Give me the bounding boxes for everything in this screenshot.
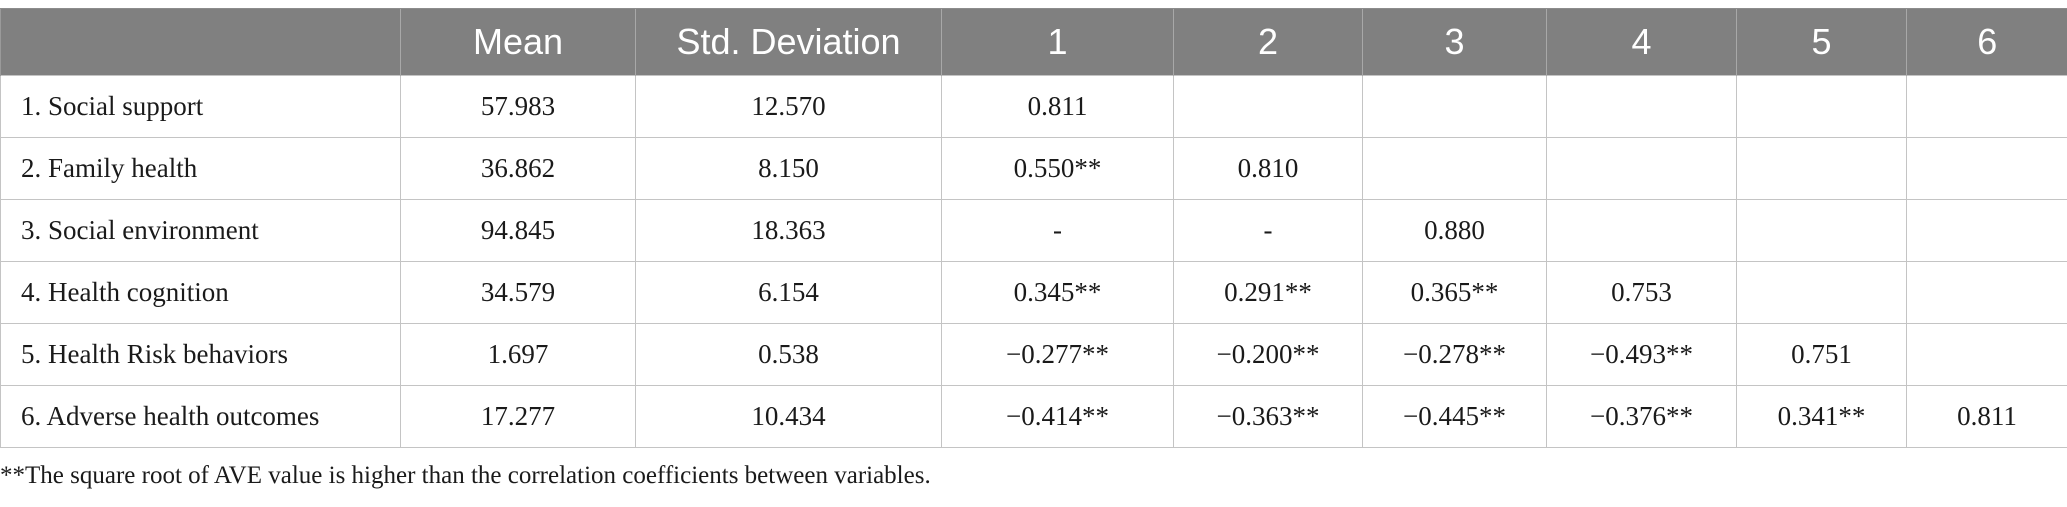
table-cell: 0.291** (1173, 261, 1363, 324)
table-cell (1906, 323, 2067, 386)
table-row: 5. Health Risk behaviors 1.697 0.538 −0.… (0, 323, 2067, 386)
row-label: 5. Health Risk behaviors (0, 323, 401, 386)
table-cell (1906, 261, 2067, 324)
table-cell (1736, 75, 1907, 138)
table-cell: 8.150 (635, 137, 942, 200)
table-row: 3. Social environment 94.845 18.363 - - … (0, 199, 2067, 262)
table-row: 6. Adverse health outcomes 17.277 10.434… (0, 385, 2067, 448)
table-cell (1362, 75, 1547, 138)
table-row: 2. Family health 36.862 8.150 0.550** 0.… (0, 137, 2067, 200)
table-cell: −0.493** (1546, 323, 1737, 386)
table-cell: −0.363** (1173, 385, 1363, 448)
header-cell-1: 1 (941, 8, 1174, 76)
table-cell (1546, 75, 1737, 138)
table-cell: −0.414** (941, 385, 1174, 448)
table-cell: −0.277** (941, 323, 1174, 386)
table-cell (1906, 75, 2067, 138)
table-cell: - (1173, 199, 1363, 262)
table-footnote: **The square root of AVE value is higher… (0, 462, 931, 489)
table-row: 1. Social support 57.983 12.570 0.811 (0, 75, 2067, 138)
table-cell (1362, 137, 1547, 200)
table-cell: 0.345** (941, 261, 1174, 324)
header-cell-5: 5 (1736, 8, 1907, 76)
header-cell-mean: Mean (400, 8, 636, 76)
table-cell (1906, 199, 2067, 262)
header-cell-blank (0, 8, 401, 76)
table-cell: 0.550** (941, 137, 1174, 200)
table-cell: 0.811 (1906, 385, 2067, 448)
table-row: 4. Health cognition 34.579 6.154 0.345**… (0, 261, 2067, 324)
table-cell: 18.363 (635, 199, 942, 262)
table-cell: −0.278** (1362, 323, 1547, 386)
header-cell-4: 4 (1546, 8, 1737, 76)
table-cell (1546, 137, 1737, 200)
table-cell: 94.845 (400, 199, 636, 262)
header-cell-3: 3 (1362, 8, 1547, 76)
header-cell-std-deviation: Std. Deviation (635, 8, 942, 76)
table-cell: 34.579 (400, 261, 636, 324)
row-label: 3. Social environment (0, 199, 401, 262)
table-cell (1736, 261, 1907, 324)
table-cell (1173, 75, 1363, 138)
row-label: 2. Family health (0, 137, 401, 200)
table-cell (1906, 137, 2067, 200)
table-cell (1736, 199, 1907, 262)
header-row: Mean Std. Deviation 1 2 3 4 5 6 (0, 8, 2067, 76)
table-cell: 0.365** (1362, 261, 1547, 324)
table-cell (1736, 137, 1907, 200)
table-cell: 1.697 (400, 323, 636, 386)
table-cell: 12.570 (635, 75, 942, 138)
table-cell: 0.880 (1362, 199, 1547, 262)
row-label: 4. Health cognition (0, 261, 401, 324)
row-label: 1. Social support (0, 75, 401, 138)
correlation-table: Mean Std. Deviation 1 2 3 4 5 6 1. Socia… (0, 8, 2067, 448)
table-cell: 17.277 (400, 385, 636, 448)
table-cell: 0.341** (1736, 385, 1907, 448)
table-cell: 0.538 (635, 323, 942, 386)
table-cell: −0.376** (1546, 385, 1737, 448)
table-cell: - (941, 199, 1174, 262)
table-cell (1546, 199, 1737, 262)
table-cell: 0.751 (1736, 323, 1907, 386)
table-cell: 6.154 (635, 261, 942, 324)
table-cell: 57.983 (400, 75, 636, 138)
table-cell: −0.445** (1362, 385, 1547, 448)
table-cell: 0.810 (1173, 137, 1363, 200)
header-cell-2: 2 (1173, 8, 1363, 76)
table-cell: 36.862 (400, 137, 636, 200)
table-cell: −0.200** (1173, 323, 1363, 386)
table-cell: 0.811 (941, 75, 1174, 138)
table-cell: 10.434 (635, 385, 942, 448)
header-cell-6: 6 (1906, 8, 2067, 76)
table-cell: 0.753 (1546, 261, 1737, 324)
row-label: 6. Adverse health outcomes (0, 385, 401, 448)
